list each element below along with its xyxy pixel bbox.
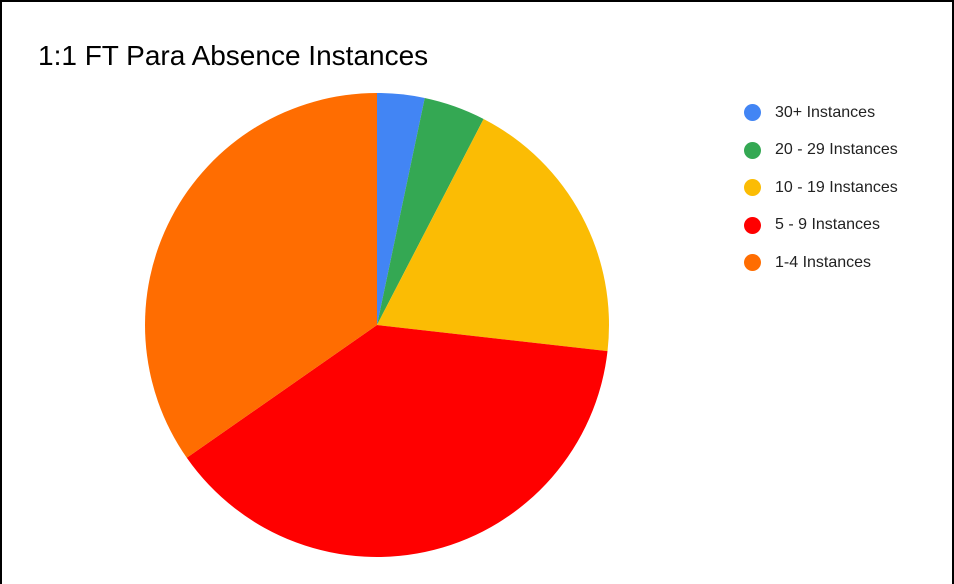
legend-label: 5 - 9 Instances: [775, 216, 880, 234]
legend-label: 1-4 Instances: [775, 253, 872, 271]
legend-swatch: [744, 179, 761, 197]
legend-item-30-plus[interactable]: 30+ Instances: [744, 94, 898, 132]
pie-slice-10-19-instances[interactable]: [377, 118, 610, 352]
legend-label: 30+ Instances: [775, 103, 876, 121]
pie-slices: [145, 93, 610, 557]
pie-slice-1-4-instances[interactable]: [145, 93, 377, 458]
legend-swatch: [744, 141, 761, 159]
legend-item-1-4[interactable]: 1-4 Instances: [744, 244, 898, 282]
legend: 30+ Instances 20 - 29 Instances 10 - 19 …: [744, 94, 898, 282]
legend-item-10-19[interactable]: 10 - 19 Instances: [744, 169, 898, 207]
pie-slice-20-29-instances[interactable]: [377, 97, 484, 325]
legend-item-5-9[interactable]: 5 - 9 Instances: [744, 207, 898, 245]
legend-swatch: [744, 254, 761, 272]
legend-swatch: [744, 104, 761, 122]
legend-label: 20 - 29 Instances: [775, 141, 898, 159]
legend-label: 10 - 19 Instances: [775, 178, 898, 196]
pie-slice-30-instances[interactable]: [377, 93, 425, 325]
pie-slice-5-9-instances[interactable]: [186, 325, 608, 557]
chart-title: 1:1 FT Para Absence Instances: [38, 40, 429, 71]
legend-swatch: [744, 216, 761, 234]
legend-item-20-29[interactable]: 20 - 29 Instances: [744, 132, 898, 170]
